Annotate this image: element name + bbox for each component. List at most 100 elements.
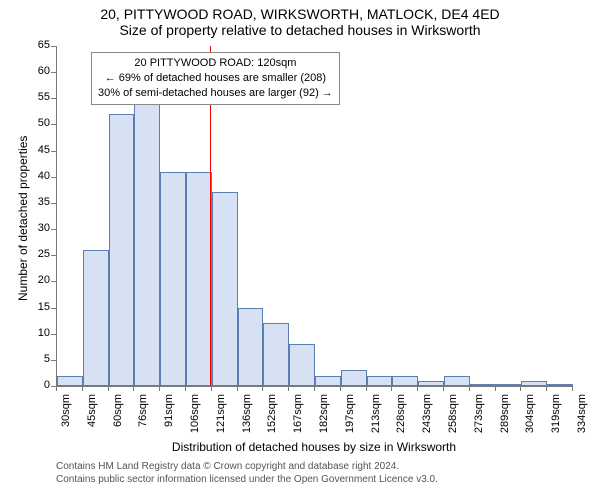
y-tick-mark <box>51 281 56 282</box>
x-tick-label: 273sqm <box>473 394 485 434</box>
info-box-line: 30% of semi-detached houses are larger (… <box>98 86 333 101</box>
info-box: 20 PITTYWOOD ROAD: 120sqm← 69% of detach… <box>91 52 340 105</box>
y-tick-label: 60 <box>26 65 50 77</box>
x-tick-label: 45sqm <box>86 394 98 434</box>
info-box-line: ← 69% of detached houses are smaller (20… <box>98 71 333 86</box>
x-tick-label: 30sqm <box>60 394 72 434</box>
y-tick-mark <box>51 177 56 178</box>
y-tick-mark <box>51 98 56 99</box>
histogram-bar <box>109 114 135 386</box>
histogram-bar <box>367 376 393 386</box>
x-tick-mark <box>314 386 315 391</box>
y-tick-label: 20 <box>26 274 50 286</box>
y-tick-mark <box>51 255 56 256</box>
x-tick-mark <box>546 386 547 391</box>
y-tick-mark <box>51 124 56 125</box>
x-tick-label: 258sqm <box>447 394 459 434</box>
histogram-bar <box>289 344 315 386</box>
plot-area: 20 PITTYWOOD ROAD: 120sqm← 69% of detach… <box>56 46 573 387</box>
histogram-bar <box>470 384 496 386</box>
histogram-bar <box>186 172 212 386</box>
x-tick-label: 213sqm <box>370 394 382 434</box>
chart-container: 20, PITTYWOOD ROAD, WIRKSWORTH, MATLOCK,… <box>0 0 600 500</box>
x-tick-mark <box>237 386 238 391</box>
x-tick-mark <box>443 386 444 391</box>
y-tick-label: 5 <box>26 353 50 365</box>
x-tick-mark <box>495 386 496 391</box>
y-tick-label: 10 <box>26 327 50 339</box>
x-tick-mark <box>108 386 109 391</box>
y-tick-label: 15 <box>26 301 50 313</box>
histogram-bar <box>547 384 573 386</box>
x-tick-label: 91sqm <box>163 394 175 434</box>
x-tick-mark <box>262 386 263 391</box>
y-tick-label: 55 <box>26 91 50 103</box>
x-tick-mark <box>366 386 367 391</box>
histogram-bar <box>83 250 109 386</box>
x-tick-label: 182sqm <box>318 394 330 434</box>
x-tick-label: 60sqm <box>112 394 124 434</box>
info-box-line: 20 PITTYWOOD ROAD: 120sqm <box>98 56 333 71</box>
y-tick-mark <box>51 151 56 152</box>
chart-title-line2: Size of property relative to detached ho… <box>0 22 600 42</box>
x-tick-label: 106sqm <box>189 394 201 434</box>
x-tick-label: 228sqm <box>395 394 407 434</box>
x-tick-label: 334sqm <box>576 394 588 434</box>
x-tick-label: 197sqm <box>344 394 356 434</box>
x-tick-label: 136sqm <box>241 394 253 434</box>
y-tick-label: 30 <box>26 222 50 234</box>
y-tick-label: 35 <box>26 196 50 208</box>
histogram-bar <box>521 381 547 386</box>
histogram-bar <box>315 376 341 386</box>
histogram-bar <box>263 323 289 386</box>
y-tick-label: 40 <box>26 170 50 182</box>
attribution-line1: Contains HM Land Registry data © Crown c… <box>56 460 438 473</box>
x-tick-label: 289sqm <box>499 394 511 434</box>
histogram-bar <box>160 172 186 386</box>
x-axis-label: Distribution of detached houses by size … <box>56 440 572 454</box>
x-tick-mark <box>520 386 521 391</box>
histogram-bar <box>57 376 83 386</box>
histogram-bar <box>134 104 160 386</box>
x-tick-mark <box>288 386 289 391</box>
y-tick-mark <box>51 203 56 204</box>
x-tick-label: 152sqm <box>266 394 278 434</box>
x-tick-mark <box>417 386 418 391</box>
y-tick-mark <box>51 229 56 230</box>
x-tick-mark <box>469 386 470 391</box>
x-tick-mark <box>82 386 83 391</box>
x-tick-label: 243sqm <box>421 394 433 434</box>
x-tick-mark <box>391 386 392 391</box>
y-tick-mark <box>51 308 56 309</box>
histogram-bar <box>238 308 264 386</box>
y-tick-label: 0 <box>26 379 50 391</box>
x-tick-mark <box>211 386 212 391</box>
x-tick-mark <box>572 386 573 391</box>
y-tick-mark <box>51 334 56 335</box>
histogram-bar <box>341 370 367 386</box>
y-tick-mark <box>51 72 56 73</box>
attribution-line2: Contains public sector information licen… <box>56 473 438 486</box>
x-tick-mark <box>56 386 57 391</box>
attribution-box: Contains HM Land Registry data © Crown c… <box>56 460 438 486</box>
histogram-bar <box>392 376 418 386</box>
y-tick-mark <box>51 360 56 361</box>
x-tick-label: 121sqm <box>215 394 227 434</box>
y-tick-label: 25 <box>26 248 50 260</box>
y-tick-mark <box>51 46 56 47</box>
x-tick-mark <box>185 386 186 391</box>
x-tick-label: 304sqm <box>524 394 536 434</box>
y-tick-label: 45 <box>26 144 50 156</box>
x-tick-label: 319sqm <box>550 394 562 434</box>
x-tick-mark <box>159 386 160 391</box>
x-tick-mark <box>133 386 134 391</box>
x-tick-label: 76sqm <box>137 394 149 434</box>
chart-title-line1: 20, PITTYWOOD ROAD, WIRKSWORTH, MATLOCK,… <box>0 0 600 22</box>
x-tick-mark <box>340 386 341 391</box>
histogram-bar <box>212 192 238 386</box>
histogram-bar <box>418 381 444 386</box>
histogram-bar <box>496 384 522 386</box>
y-tick-label: 65 <box>26 39 50 51</box>
y-tick-label: 50 <box>26 117 50 129</box>
x-tick-label: 167sqm <box>292 394 304 434</box>
